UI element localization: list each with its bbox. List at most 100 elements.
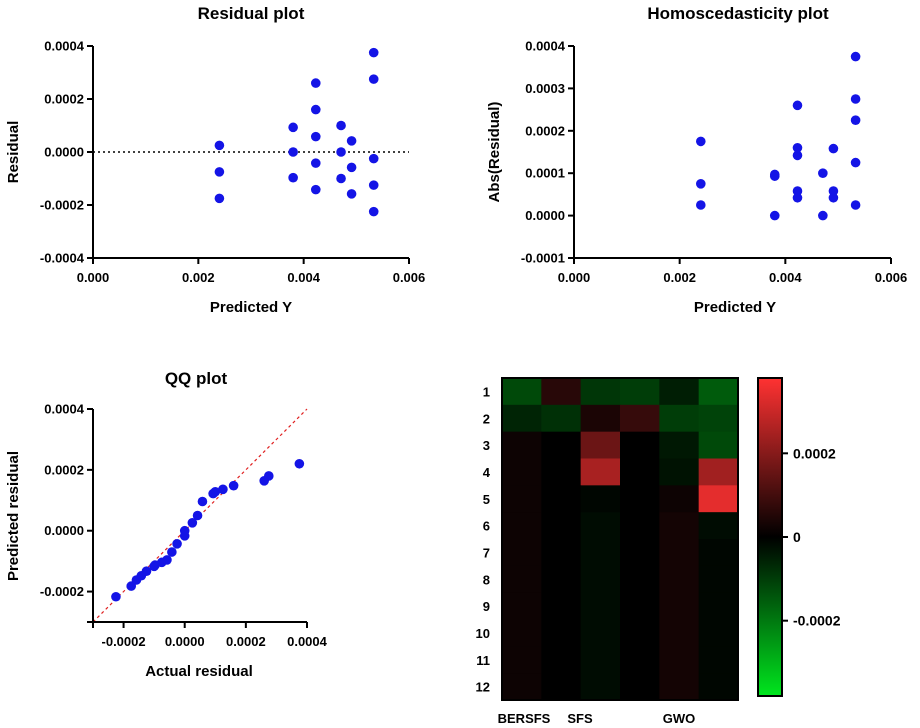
heatmap-row-label: 1 xyxy=(483,384,490,399)
residual-y-tick-label: 0.0004 xyxy=(44,39,85,54)
homoscedasticity-point xyxy=(696,179,706,189)
colorbar-tick-label: -0.0002 xyxy=(793,613,841,629)
homoscedasticity-point xyxy=(696,136,706,147)
homoscedasticity-plot-xlabel: Predicted Y xyxy=(694,299,776,316)
qq-point xyxy=(187,518,198,528)
colorbar-tick-label: 0 xyxy=(793,529,801,545)
qq-y-tick-label: 0.0000 xyxy=(44,523,84,538)
heatmap-cell xyxy=(620,673,660,701)
homoscedasticity-point xyxy=(850,94,861,104)
qq-point xyxy=(141,566,152,576)
heatmap-cell xyxy=(659,592,700,620)
heatmap-cell xyxy=(502,378,542,406)
heatmap-row-label: 4 xyxy=(483,465,491,480)
heatmap-cell xyxy=(541,539,582,567)
qq-plot-title: QQ plot xyxy=(165,369,228,388)
heatmap-cell xyxy=(541,592,582,620)
heatmap-cell xyxy=(502,539,542,567)
heatmap-cell xyxy=(659,431,700,459)
residual-x-tick-label: 0.002 xyxy=(182,270,215,285)
residual-x-tick-label: 0.000 xyxy=(77,270,110,285)
qq-point xyxy=(111,591,121,602)
qq-plot: QQ plot Actual residual Predicted residu… xyxy=(5,369,328,680)
heatmap-cell xyxy=(541,378,582,406)
residual-plot: Residual plot Predicted Y Residual 0.000… xyxy=(5,4,425,316)
heatmap-cell xyxy=(698,431,739,459)
heatmap-row-label: 7 xyxy=(483,545,490,560)
heatmap-cell xyxy=(620,485,660,513)
heatmap-cell xyxy=(502,458,542,486)
heatmap-row-label: 10 xyxy=(476,626,490,641)
heatmap-cell xyxy=(698,592,739,620)
heatmap-border xyxy=(501,377,739,701)
qq-point xyxy=(197,496,208,507)
heatmap-row-label: 6 xyxy=(483,519,490,534)
homoscedasticity-point xyxy=(850,157,861,168)
heatmap-cell xyxy=(659,673,700,701)
qq-point xyxy=(263,471,274,481)
homoscedasticity-y-tick-label: 0.0004 xyxy=(525,39,566,54)
heatmap-cell xyxy=(502,431,542,459)
heatmap-cell xyxy=(580,646,621,674)
heatmap-cell xyxy=(698,646,739,674)
heatmap-cell xyxy=(580,592,621,620)
qq-y-tick-label: -0.0002 xyxy=(40,584,84,599)
homoscedasticity-y-tick-label: 0.0001 xyxy=(525,166,565,181)
qq-x-tick-label: -0.0002 xyxy=(102,634,146,649)
heatmap-cell xyxy=(541,485,582,513)
heatmap-cell xyxy=(620,404,660,433)
residual-point xyxy=(310,184,321,195)
heatmap-cell xyxy=(620,539,660,567)
heatmap-cell xyxy=(541,458,582,486)
heatmap-cell xyxy=(541,512,582,540)
heatmap-cell xyxy=(580,458,621,486)
homoscedasticity-y-tick-label: 0.0002 xyxy=(525,123,565,138)
heatmap-cell xyxy=(620,378,660,406)
heatmap-cell xyxy=(580,404,621,433)
heatmap-cell xyxy=(698,458,739,486)
qq-plot-ylabel: Predicted residual xyxy=(5,451,22,581)
homoscedasticity-point xyxy=(696,200,706,210)
homoscedasticity-point xyxy=(769,210,780,221)
homoscedasticity-point xyxy=(792,186,803,196)
heatmap-cell xyxy=(541,565,582,594)
homoscedasticity-point xyxy=(792,100,803,111)
colorbar xyxy=(758,378,782,696)
qq-plot-xlabel: Actual residual xyxy=(145,663,253,680)
heatmap-column-label: BERSFS xyxy=(498,711,551,726)
homoscedasticity-plot-ylabel: Abs(Residual) xyxy=(486,102,503,203)
residual-point xyxy=(288,147,298,157)
homoscedasticity-point xyxy=(850,115,861,125)
heatmap-cell xyxy=(502,619,542,647)
heatmap-cell xyxy=(502,673,542,701)
residual-point xyxy=(310,158,321,168)
homoscedasticity-point xyxy=(818,168,828,178)
residual-point xyxy=(310,104,321,115)
residual-point xyxy=(336,173,346,184)
residual-plot-title: Residual plot xyxy=(198,4,305,23)
residual-x-tick-label: 0.006 xyxy=(393,270,426,285)
heatmap-row-label: 8 xyxy=(483,572,490,587)
residual-point xyxy=(214,193,225,204)
residual-point xyxy=(368,153,379,164)
heatmap-cell xyxy=(620,646,660,674)
heatmap-row-label: 9 xyxy=(483,599,490,614)
qq-x-tick-label: 0.0002 xyxy=(226,634,266,649)
qq-point xyxy=(294,458,305,469)
colorbar-tick-label: 0.0002 xyxy=(793,445,836,461)
homoscedasticity-x-tick-label: 0.000 xyxy=(558,270,591,285)
residual-point xyxy=(368,74,379,84)
heatmap-cell xyxy=(541,404,582,433)
heatmap-cell xyxy=(541,673,582,701)
qq-point xyxy=(172,538,182,549)
heatmap-cell xyxy=(502,592,542,620)
homoscedasticity-point xyxy=(828,143,839,154)
heatmap-column-label: SFS xyxy=(567,711,593,726)
heatmap-cell xyxy=(659,512,700,540)
homoscedasticity-point xyxy=(769,171,780,181)
heatmap-column-label: GWO xyxy=(663,711,696,726)
homoscedasticity-y-tick-label: 0.0003 xyxy=(525,81,565,96)
heatmap-cell xyxy=(659,646,700,674)
